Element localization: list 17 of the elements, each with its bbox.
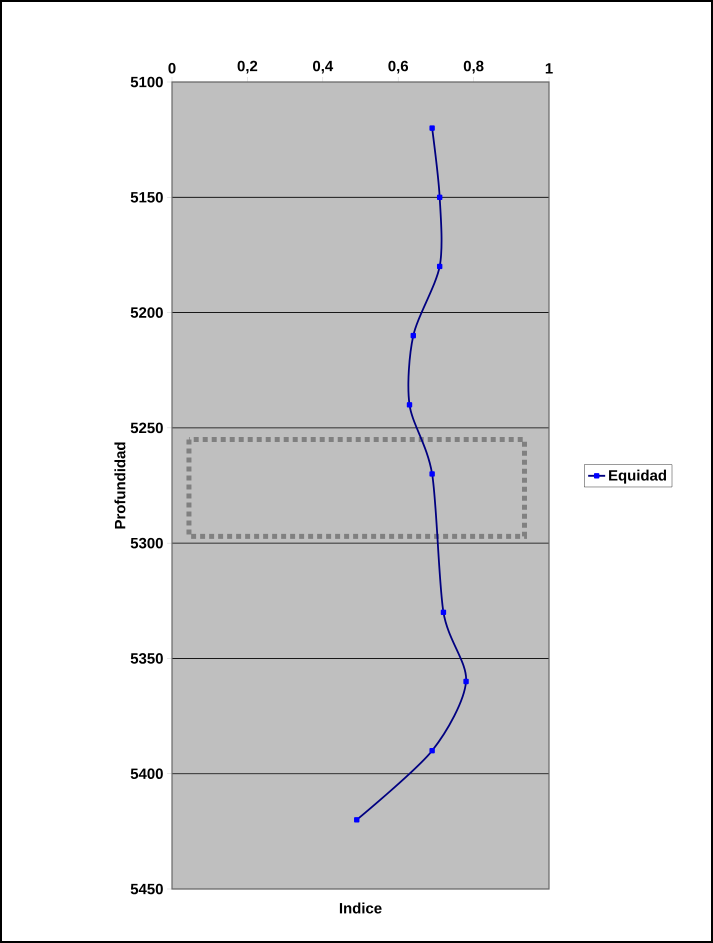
- y-tick-label: 5450: [130, 884, 163, 894]
- y-tick-label: 5100: [130, 76, 163, 88]
- y-axis-title: Profundidad: [114, 442, 126, 528]
- y-tick-label: 5400: [130, 768, 163, 779]
- x-tick-label: 1: [546, 63, 553, 74]
- x-tick-label: 0,6: [388, 60, 408, 74]
- legend-label: Equidad: [609, 470, 666, 484]
- x-tick-label: 0,2: [238, 60, 258, 74]
- x-tick-label: 0: [168, 62, 176, 74]
- y-tick-label: 5300: [130, 538, 163, 548]
- x-tick-label: 0,4: [313, 60, 334, 74]
- y-tick-label: 5250: [130, 422, 163, 434]
- x-tick-label: 0,8: [464, 60, 484, 74]
- y-tick-label: 5200: [130, 307, 163, 318]
- y-tick-label: 5350: [130, 653, 163, 664]
- y-tick-label: 5150: [130, 192, 163, 203]
- x-axis-title: Indice: [340, 902, 382, 914]
